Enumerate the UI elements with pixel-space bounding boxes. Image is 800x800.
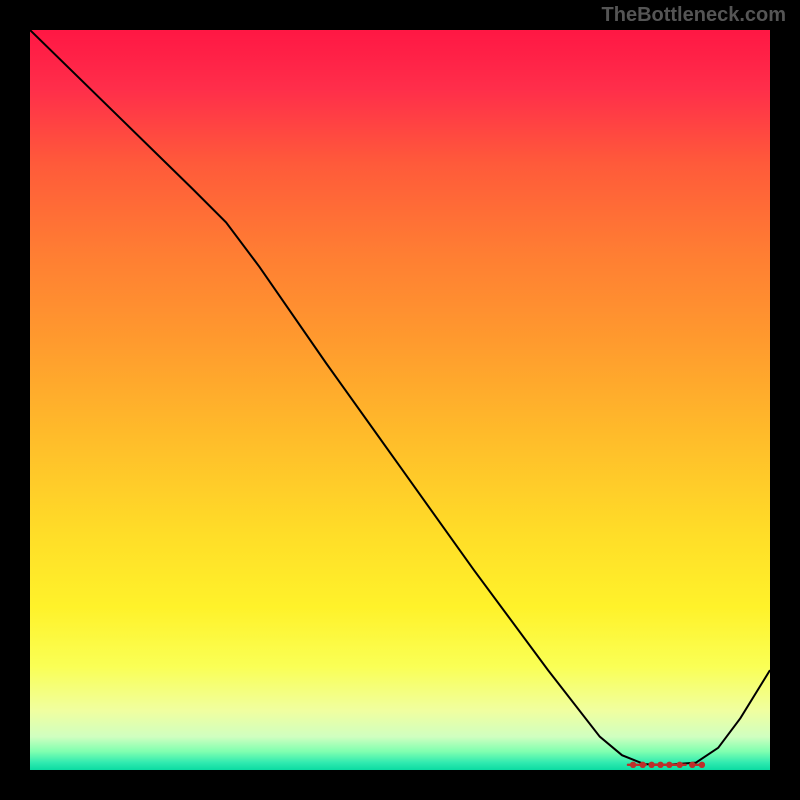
watermark-text: TheBottleneck.com bbox=[602, 4, 786, 27]
plot-area bbox=[30, 30, 770, 770]
gradient-background bbox=[30, 30, 770, 770]
